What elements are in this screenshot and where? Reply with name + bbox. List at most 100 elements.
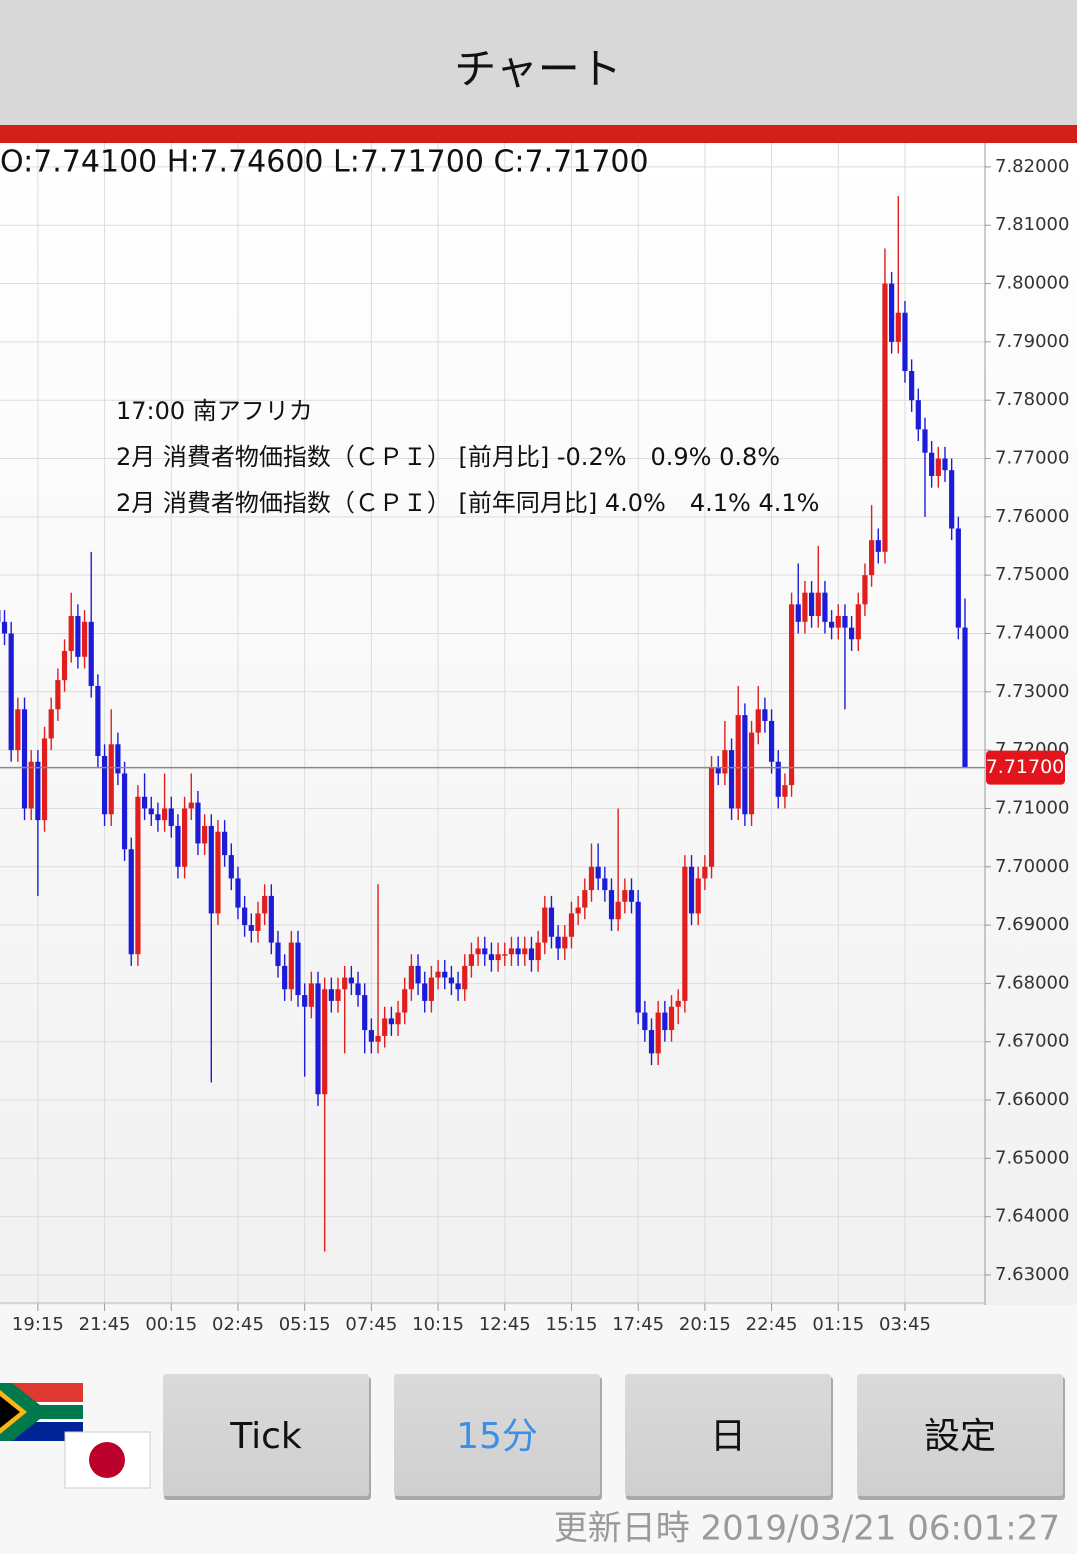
candle-body: [808, 592, 815, 616]
x-tick-label: 10:15: [412, 1314, 464, 1335]
candle-body: [108, 744, 114, 815]
x-tick-label: 20:15: [679, 1314, 731, 1335]
candle-body: [929, 452, 935, 477]
timeframe-button[interactable]: 日: [625, 1374, 833, 1500]
candle-body: [315, 983, 321, 1095]
candle-body: [695, 878, 701, 914]
candle-body: [735, 715, 741, 809]
candle-body: [435, 971, 441, 978]
timeframe-button[interactable]: 15分: [394, 1374, 602, 1500]
candle-body: [668, 1006, 675, 1031]
candle-body: [715, 767, 721, 774]
candle-body: [215, 831, 221, 914]
button-label: 設定: [924, 1416, 996, 1457]
event-annotation: 17:00 南アフリカ 2月 消費者物価指数（ＣＰＩ） [前月比] -0.2% …: [116, 397, 819, 517]
candle-body: [428, 977, 434, 1001]
x-tick-label: 00:15: [145, 1314, 197, 1335]
axes: 7.63000 7.64000 7.65000 7.66000 7.67000 7.680…: [0, 156, 1069, 1335]
y-tick-label: 7.82000: [995, 156, 1069, 177]
candle-body: [869, 540, 875, 576]
y-tick-label: 7.73000: [995, 681, 1069, 702]
candle-body: [275, 942, 281, 966]
candle-body: [655, 1012, 661, 1054]
chart-background: [0, 143, 1077, 1305]
candle-body: [135, 796, 141, 955]
candle-body: [768, 720, 775, 762]
x-tick-label: 17:45: [612, 1314, 664, 1335]
candle-body: [188, 802, 194, 809]
x-tick-label: 07:45: [345, 1314, 397, 1335]
candle-body: [775, 761, 781, 797]
candle-body: [829, 621, 835, 628]
x-tick-label: 22:45: [746, 1314, 798, 1335]
candle-body: [162, 808, 168, 821]
candle-body: [148, 808, 154, 815]
y-tick-label: 7.74000: [995, 622, 1069, 643]
last-price-tag: [986, 750, 1065, 785]
button-face: [857, 1374, 1063, 1496]
candle-body: [662, 1012, 668, 1031]
candle-body: [342, 977, 348, 990]
candle-body: [935, 458, 941, 477]
candle-body: [502, 954, 508, 956]
candle-body: [628, 890, 635, 902]
timeframe-button[interactable]: 設定: [857, 1374, 1065, 1500]
candle-body: [155, 814, 161, 821]
candle-body: [395, 1012, 401, 1025]
candle-body: [288, 942, 294, 990]
candle-body: [202, 825, 208, 844]
candle-body: [48, 709, 54, 739]
candle-body: [615, 901, 621, 920]
candle-body: [282, 965, 288, 990]
last-price-label: 7.71700: [986, 756, 1065, 778]
candle-body: [949, 470, 955, 529]
candle-body: [762, 709, 768, 721]
x-tick-label: 19:15: [12, 1314, 64, 1335]
candle-body: [462, 965, 468, 990]
candle-body: [568, 913, 575, 937]
candle-body: [889, 283, 895, 342]
annotation-line: 17:00 南アフリカ: [116, 397, 313, 425]
candle-body: [208, 825, 214, 914]
candle-body: [168, 808, 174, 826]
candle-body: [422, 983, 428, 1001]
y-tick-label: 7.76000: [995, 506, 1069, 527]
candles: [0, 196, 968, 1252]
candle-body: [528, 948, 535, 961]
candle-body: [402, 989, 408, 1013]
candle-body: [802, 592, 808, 622]
candle-body: [235, 878, 241, 908]
candle-body: [362, 995, 368, 1031]
candle-body: [255, 913, 261, 931]
candle-body: [408, 965, 414, 990]
flag-japan: [64, 1431, 151, 1489]
candle-body: [722, 750, 728, 774]
candle-body: [488, 954, 495, 961]
candle-body: [175, 825, 181, 867]
y-tick-label: 7.64000: [995, 1206, 1069, 1227]
timeframe-button[interactable]: Tick: [163, 1374, 371, 1500]
button-face: [163, 1374, 369, 1496]
candle-body: [842, 615, 848, 628]
y-tick-label: 7.81000: [995, 214, 1069, 235]
candle-body: [348, 977, 354, 984]
candle-body: [475, 948, 481, 955]
button-label: 15分: [456, 1416, 538, 1457]
candle-body: [8, 633, 14, 751]
x-tick-label: 12:45: [479, 1314, 531, 1335]
candle-body: [682, 866, 688, 1001]
accent-bar: [0, 125, 1077, 143]
candle-body: [228, 855, 234, 879]
candle-body: [795, 604, 801, 622]
button-face: [625, 1374, 831, 1496]
candle-body: [322, 989, 328, 1095]
y-tick-label: 7.68000: [995, 972, 1069, 993]
y-tick-label: 7.66000: [995, 1089, 1069, 1110]
y-tick-label: 7.78000: [995, 389, 1069, 410]
candle-body: [75, 615, 81, 657]
candle-body: [195, 802, 201, 844]
candle-body: [248, 925, 254, 931]
candle-body: [922, 429, 928, 453]
candle-body: [522, 948, 528, 955]
